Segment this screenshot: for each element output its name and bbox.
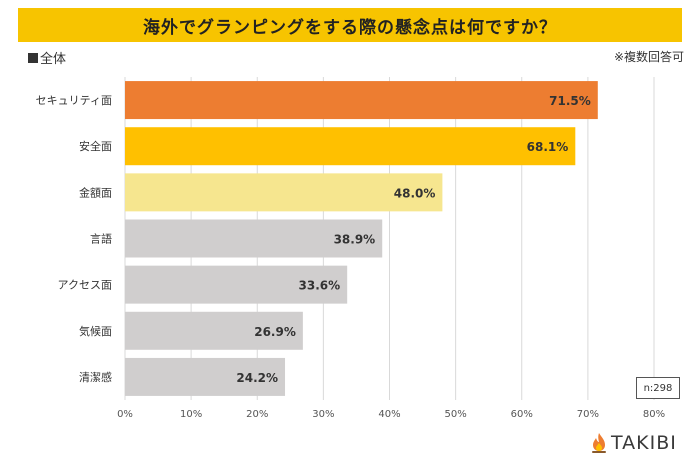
x-tick-label: 60%: [511, 409, 533, 420]
category-label: アクセス面: [58, 279, 112, 292]
bar: [125, 81, 598, 120]
data-label: 48.0%: [394, 186, 436, 200]
brand-name: TAKIBI: [611, 432, 677, 454]
sample-size-box: n:298: [636, 377, 680, 399]
bar: [125, 311, 303, 350]
data-label: 24.2%: [236, 371, 278, 385]
category-label: セキュリティ面: [36, 94, 112, 107]
multiple-answer-note: ※複数回答可: [613, 50, 684, 64]
x-tick-label: 0%: [117, 409, 133, 420]
category-label: 言語: [90, 232, 112, 246]
campfire-icon: [592, 433, 606, 453]
bar: [125, 219, 383, 258]
chart-title-bar: 海外でグランピングをする際の懸念点は何ですか？: [18, 8, 682, 42]
data-label: 71.5%: [549, 94, 591, 108]
bar: [125, 357, 286, 396]
subset-label: 全体: [28, 48, 66, 67]
chart-title: 海外でグランピングをする際の懸念点は何ですか？: [143, 17, 557, 38]
data-label: 33.6%: [299, 279, 341, 293]
x-tick-label: 40%: [378, 409, 400, 420]
category-label: 金額面: [79, 185, 112, 199]
x-tick-label: 30%: [312, 409, 334, 420]
x-tick-label: 70%: [577, 409, 599, 420]
brand-logo: TAKIBI: [590, 432, 677, 454]
bar: [125, 173, 443, 212]
category-label: 気候面: [79, 324, 112, 338]
x-tick-label: 20%: [246, 409, 268, 420]
sample-size-text: n:298: [643, 382, 673, 394]
bar: [125, 265, 348, 304]
subset-label-text: 全体: [40, 52, 67, 67]
data-label: 26.9%: [254, 325, 296, 339]
data-label: 68.1%: [527, 140, 569, 154]
x-tick-label: 50%: [445, 409, 467, 420]
category-label: 安全面: [79, 139, 112, 153]
category-label: 清潔感: [79, 370, 112, 384]
x-tick-label: 10%: [180, 409, 202, 420]
square-bullet-icon: [28, 52, 38, 63]
x-tick-label: 80%: [643, 409, 665, 420]
bar: [125, 127, 576, 166]
data-label: 38.9%: [334, 233, 376, 247]
